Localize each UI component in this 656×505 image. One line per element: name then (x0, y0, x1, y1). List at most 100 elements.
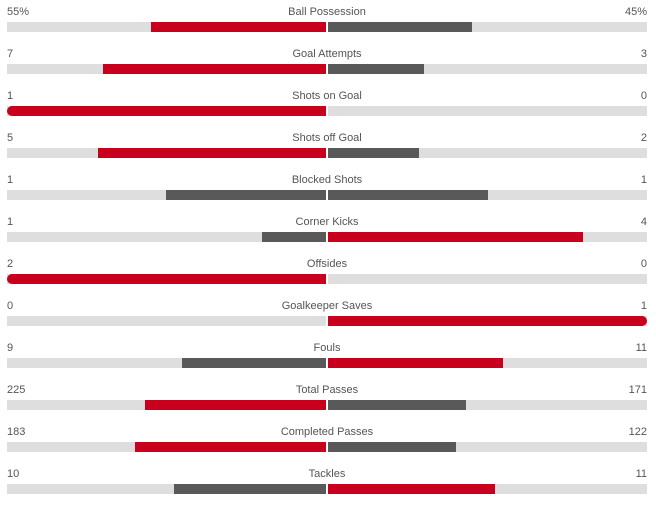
stat-bar (7, 442, 647, 452)
home-value: 10 (7, 468, 20, 480)
away-bar-track (328, 484, 647, 494)
away-bar-track (328, 148, 647, 158)
stat-bar (7, 316, 647, 326)
stat-bar (7, 22, 647, 32)
home-bar-fill (7, 106, 326, 116)
away-bar-track (328, 400, 647, 410)
stat-label-line: 2 Offsides 0 (7, 257, 647, 271)
home-value: 2 (7, 258, 14, 270)
home-bar-track (7, 106, 326, 116)
home-bar-track (7, 316, 326, 326)
stat-bar (7, 64, 647, 74)
stat-bar (7, 484, 647, 494)
away-bar-fill (328, 442, 456, 452)
home-bar-fill (166, 190, 326, 200)
stat-bar (7, 358, 647, 368)
home-value: 7 (7, 48, 14, 60)
stat-bar (7, 274, 647, 284)
stat-label-line: 5 Shots off Goal 2 (7, 131, 647, 145)
home-value: 1 (7, 90, 14, 102)
home-value: 55% (7, 6, 30, 18)
stat-bar (7, 148, 647, 158)
away-bar-track (328, 22, 647, 32)
stat-row-tackles: 10 Tackles 11 (0, 462, 656, 504)
stat-label-line: 1 Shots on Goal 0 (7, 89, 647, 103)
stat-row-fouls: 9 Fouls 11 (0, 336, 656, 378)
away-value: 1 (640, 300, 647, 312)
home-value: 5 (7, 132, 14, 144)
stat-row-offsides: 2 Offsides 0 (0, 252, 656, 294)
stat-bar (7, 190, 647, 200)
away-value: 2 (640, 132, 647, 144)
away-bar-fill (328, 400, 466, 410)
away-bar-fill (328, 358, 503, 368)
stat-row-ball-possession: 55% Ball Possession 45% (0, 0, 656, 42)
stat-name: Tackles (308, 468, 346, 480)
stat-row-goal-attempts: 7 Goal Attempts 3 (0, 42, 656, 84)
stat-name: Completed Passes (280, 426, 374, 438)
home-value: 1 (7, 216, 14, 228)
stat-label-line: 7 Goal Attempts 3 (7, 47, 647, 61)
away-bar-fill (328, 190, 488, 200)
home-bar-track (7, 274, 326, 284)
home-bar-fill (262, 232, 326, 242)
stat-label-line: 1 Blocked Shots 1 (7, 173, 647, 187)
stat-name: Offsides (306, 258, 348, 270)
stat-row-shots-off-goal: 5 Shots off Goal 2 (0, 126, 656, 168)
stat-row-total-passes: 225 Total Passes 171 (0, 378, 656, 420)
stat-label-line: 9 Fouls 11 (7, 341, 647, 355)
home-bar-track (7, 442, 326, 452)
stat-name: Goalkeeper Saves (281, 300, 373, 312)
home-value: 183 (7, 426, 26, 438)
stat-name: Fouls (313, 342, 341, 354)
away-bar-fill (328, 148, 419, 158)
away-value: 11 (635, 468, 647, 480)
home-bar-track (7, 484, 326, 494)
stat-name: Goal Attempts (292, 48, 362, 60)
away-value: 0 (640, 258, 647, 270)
away-bar-track (328, 316, 647, 326)
away-bar-fill (328, 22, 472, 32)
away-bar-track (328, 106, 647, 116)
home-bar-track (7, 22, 326, 32)
stat-name: Shots off Goal (292, 132, 362, 144)
stat-bar (7, 232, 647, 242)
away-value: 171 (628, 384, 647, 396)
stat-label-line: 225 Total Passes 171 (7, 383, 647, 397)
stat-row-completed-passes: 183 Completed Passes 122 (0, 420, 656, 462)
home-bar-track (7, 400, 326, 410)
home-bar-track (7, 64, 326, 74)
home-bar-track (7, 190, 326, 200)
stat-row-blocked-shots: 1 Blocked Shots 1 (0, 168, 656, 210)
home-value: 1 (7, 174, 14, 186)
away-value: 122 (628, 426, 647, 438)
away-bar-track (328, 274, 647, 284)
home-bar-fill (7, 274, 326, 284)
stat-row-corner-kicks: 1 Corner Kicks 4 (0, 210, 656, 252)
away-value: 4 (640, 216, 647, 228)
stat-row-goalkeeper-saves: 0 Goalkeeper Saves 1 (0, 294, 656, 336)
away-bar-track (328, 64, 647, 74)
away-bar-fill (328, 316, 647, 326)
home-bar-fill (182, 358, 326, 368)
home-bar-fill (174, 484, 326, 494)
home-bar-track (7, 148, 326, 158)
stat-name: Blocked Shots (291, 174, 363, 186)
stat-bar (7, 106, 647, 116)
stat-label-line: 183 Completed Passes 122 (7, 425, 647, 439)
home-bar-fill (145, 400, 326, 410)
away-bar-track (328, 232, 647, 242)
home-bar-fill (151, 22, 326, 32)
away-bar-track (328, 190, 647, 200)
stat-name: Ball Possession (288, 6, 366, 18)
home-bar-fill (98, 148, 326, 158)
home-value: 0 (7, 300, 14, 312)
home-bar-track (7, 358, 326, 368)
home-bar-fill (103, 64, 326, 74)
home-value: 9 (7, 342, 14, 354)
stat-name: Shots on Goal (292, 90, 362, 102)
stat-name: Total Passes (295, 384, 359, 396)
stat-bar (7, 400, 647, 410)
stat-label-line: 0 Goalkeeper Saves 1 (7, 299, 647, 313)
stat-label-line: 10 Tackles 11 (7, 467, 647, 481)
